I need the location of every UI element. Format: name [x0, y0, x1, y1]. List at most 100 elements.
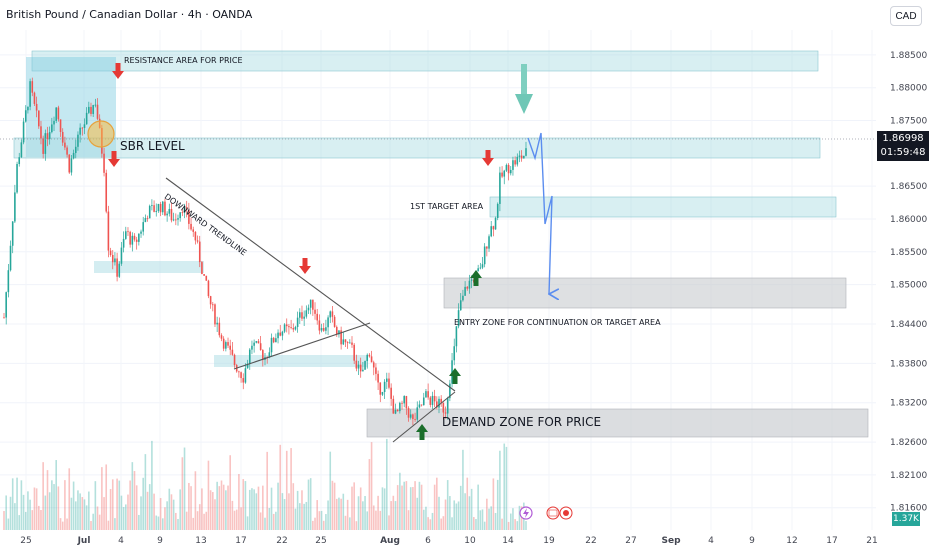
- candle-body: [138, 233, 140, 242]
- candle-body: [35, 103, 38, 111]
- candle-body: [74, 146, 77, 153]
- volume-bar: [318, 511, 321, 530]
- candle-body: [214, 304, 216, 325]
- volume-bar: [401, 485, 403, 530]
- candle-body: [268, 352, 271, 358]
- candle-body: [155, 210, 158, 212]
- candle-body: [318, 320, 321, 331]
- volume-bar: [312, 520, 314, 530]
- volume-bar: [425, 506, 427, 530]
- volume-bar: [205, 511, 208, 530]
- candle-body: [309, 299, 312, 308]
- candle-body: [70, 158, 73, 173]
- candle-body: [299, 312, 301, 318]
- candle-body: [296, 317, 299, 327]
- candle-body: [518, 155, 521, 157]
- candle-body: [453, 346, 456, 361]
- volume-bar: [251, 488, 253, 530]
- red-down-arrow-head: [108, 159, 120, 167]
- candle-body: [253, 342, 255, 346]
- volume-bar: [514, 519, 516, 530]
- first-target-label: 1ST TARGET AREA: [410, 202, 484, 211]
- price-tick-label: 1.87500: [890, 117, 927, 127]
- volume-tag: 1.37K: [892, 512, 920, 526]
- volume-bar: [81, 497, 84, 530]
- candle-body: [516, 156, 519, 165]
- volume-bar: [144, 454, 147, 530]
- candle-body: [349, 342, 351, 344]
- volume-bar: [168, 488, 171, 530]
- volume-bar: [414, 481, 416, 530]
- volume-bar: [151, 440, 153, 530]
- candle-body: [325, 327, 327, 331]
- candle-body: [203, 274, 205, 276]
- volume-bar: [9, 496, 12, 530]
- candle-body: [259, 343, 262, 351]
- candle-body: [353, 344, 355, 361]
- volume-bar: [416, 497, 419, 530]
- volume-bar: [270, 487, 273, 530]
- time-tick-label: 12: [786, 536, 797, 546]
- candle-body: [205, 275, 208, 281]
- sbr-circle: [87, 120, 115, 148]
- candle-body: [351, 342, 353, 345]
- candle-body: [490, 226, 492, 237]
- candle-body: [103, 153, 105, 173]
- volume-bar: [53, 484, 55, 530]
- candle-body: [425, 391, 427, 398]
- volume-bar: [5, 495, 7, 530]
- candle-body: [148, 205, 151, 219]
- volume-bar: [133, 471, 136, 530]
- volume-bar: [159, 498, 162, 530]
- volume-bar: [481, 509, 484, 530]
- candle-body: [231, 349, 234, 355]
- volume-bar: [207, 460, 210, 530]
- red-arrows: [108, 63, 494, 274]
- candle-body: [92, 105, 94, 114]
- volume-bar: [394, 501, 397, 530]
- currency-button[interactable]: CAD: [890, 6, 922, 26]
- candle-body: [198, 241, 201, 263]
- time-tick-label: 4: [708, 536, 714, 546]
- volume-bar: [377, 495, 379, 530]
- candle-body: [68, 154, 71, 173]
- candle-body: [357, 364, 360, 369]
- volume-bar: [98, 514, 101, 530]
- price-axis[interactable]: 1.88500 1.88000 1.87500 1.86500 1.86000 1.855…: [890, 51, 927, 514]
- volume-bar: [177, 518, 179, 530]
- candle-body: [290, 327, 292, 328]
- candle-body: [94, 104, 97, 106]
- volume-bar: [344, 515, 347, 530]
- volume-bar: [74, 501, 77, 530]
- sbr-low-box: [94, 261, 204, 273]
- candle-body: [449, 383, 451, 399]
- time-tick-label: 27: [625, 536, 636, 546]
- candle-body: [159, 203, 162, 213]
- event-icons[interactable]: [519, 506, 573, 520]
- resistance-zone: [31, 50, 819, 72]
- candle-body: [340, 330, 342, 345]
- volume-bar: [27, 491, 29, 530]
- zones-layer: [13, 50, 869, 438]
- green-up-arrow: [452, 376, 458, 384]
- candle-body: [383, 381, 386, 393]
- current-price: 1.86998: [882, 133, 924, 144]
- volume-bar: [20, 480, 23, 530]
- time-tick-label: 17: [826, 536, 837, 546]
- candle-body: [151, 205, 153, 206]
- candle-body: [303, 316, 305, 319]
- volume-bar: [268, 508, 271, 530]
- time-axis[interactable]: 25 Jul 4 9 13 17 22 25 Aug 6 10 14 19 22 27 Sep 4 9 12 17 21: [20, 536, 877, 546]
- volume-bar: [438, 496, 440, 530]
- candle-body: [29, 81, 31, 107]
- volume-bar: [305, 501, 308, 530]
- candle-body: [181, 212, 184, 214]
- wedge-lower-line: [392, 391, 456, 443]
- volume-bar: [299, 503, 301, 530]
- volume-bar: [88, 491, 90, 530]
- volume-bar: [61, 521, 64, 530]
- candle-body: [466, 286, 469, 289]
- candle-body: [327, 317, 329, 328]
